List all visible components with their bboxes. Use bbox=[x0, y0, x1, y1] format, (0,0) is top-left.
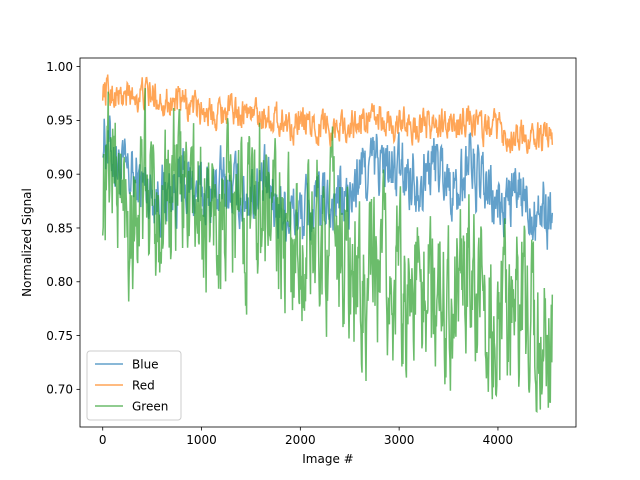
series-layer bbox=[101, 74, 554, 414]
legend: Blue Red Green bbox=[86, 350, 182, 421]
plot-frame bbox=[79, 57, 577, 428]
y-tick-label: 0.70 bbox=[46, 383, 73, 397]
y-tick-label: 0.90 bbox=[46, 167, 73, 181]
y-axis-label: Normalized Signal bbox=[20, 188, 34, 297]
x-tick-label: 3000 bbox=[384, 433, 415, 447]
series-line-red bbox=[101, 74, 554, 154]
legend-label-red: Red bbox=[132, 378, 155, 392]
series-line-green bbox=[101, 88, 554, 414]
x-axis: 0 1000 2000 3000 4000 bbox=[99, 427, 513, 447]
y-tick-label: 0.75 bbox=[46, 329, 73, 343]
y-tick-label: 0.80 bbox=[46, 275, 73, 289]
y-axis: 0.70 0.75 0.80 0.85 0.90 0.95 1.00 bbox=[46, 60, 80, 397]
x-tick-label: 1000 bbox=[186, 433, 217, 447]
x-tick-label: 4000 bbox=[483, 433, 514, 447]
y-tick-label: 0.95 bbox=[46, 114, 73, 128]
x-axis-label: Image # bbox=[302, 452, 353, 466]
legend-label-green: Green bbox=[132, 399, 168, 413]
legend-box bbox=[86, 350, 182, 421]
y-tick-label: 0.85 bbox=[46, 221, 73, 235]
x-tick-label: 2000 bbox=[285, 433, 316, 447]
y-tick-label: 1.00 bbox=[46, 60, 73, 74]
legend-label-blue: Blue bbox=[132, 357, 159, 371]
x-tick-label: 0 bbox=[99, 433, 107, 447]
